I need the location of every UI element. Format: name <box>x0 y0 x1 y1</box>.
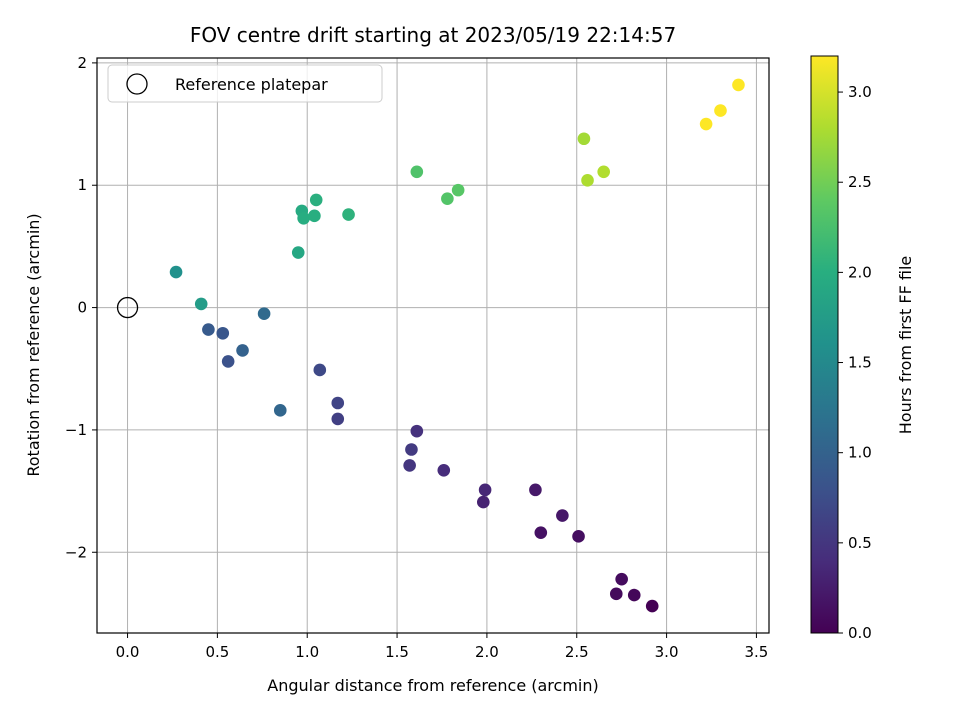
data-point <box>257 307 271 320</box>
data-point <box>309 193 323 207</box>
x-tick-label: 1.0 <box>295 643 319 661</box>
data-point <box>313 363 327 377</box>
data-point <box>615 572 628 586</box>
legend-reference-marker <box>126 73 148 95</box>
data-point <box>331 412 345 426</box>
colorbar-ticks: 0.0 0.5 1.0 1.5 2.0 2.5 3.0 <box>838 83 872 642</box>
data-point <box>577 132 591 146</box>
data-point <box>572 530 585 543</box>
data-point <box>699 117 713 131</box>
x-tick-label: 3.0 <box>655 643 679 661</box>
y-tick-label: 1 <box>77 176 87 194</box>
colorbar-tick-label: 0.5 <box>848 534 872 552</box>
colorbar-tick-label: 2.0 <box>848 263 872 281</box>
colorbar-tick-label: 0.0 <box>848 624 872 642</box>
data-point <box>273 404 287 417</box>
data-point <box>405 443 418 456</box>
y-tick-label: 2 <box>77 54 87 72</box>
grid <box>97 58 769 633</box>
data-point <box>297 211 310 225</box>
data-point <box>169 265 183 279</box>
y-axis-ticks: −2 −1 0 1 2 <box>65 54 97 561</box>
data-point <box>597 165 610 179</box>
data-point <box>221 355 235 368</box>
data-point <box>410 165 424 179</box>
y-tick-label: −2 <box>65 543 87 561</box>
scatter-points <box>169 78 745 613</box>
data-point <box>194 297 208 311</box>
data-point <box>451 183 465 197</box>
colorbar-tick-label: 1.0 <box>848 444 872 462</box>
y-tick-label: −1 <box>65 421 87 439</box>
data-point <box>342 208 355 221</box>
data-point <box>441 192 454 205</box>
legend: Reference platepar <box>107 64 383 103</box>
y-tick-label: 0 <box>77 299 87 317</box>
x-axis-ticks: 0.0 0.5 1.0 1.5 2.0 2.5 3.0 3.5 <box>116 633 768 661</box>
data-point <box>627 588 641 602</box>
data-point <box>478 483 492 497</box>
x-tick-label: 2.0 <box>475 643 499 661</box>
legend-label-reference: Reference platepar <box>175 75 328 94</box>
chart-title: FOV centre drift starting at 2023/05/19 … <box>190 23 676 47</box>
x-axis-label: Angular distance from reference (arcmin) <box>267 676 598 695</box>
data-point <box>216 326 230 340</box>
colorbar-tick-label: 3.0 <box>848 83 872 101</box>
x-tick-label: 2.5 <box>565 643 589 661</box>
data-point <box>714 104 727 117</box>
data-point <box>732 78 745 92</box>
plot-frame <box>96 57 770 634</box>
data-point <box>645 599 659 613</box>
data-point <box>477 495 490 509</box>
colorbar-tick-label: 1.5 <box>848 354 872 372</box>
reference-marker-layer <box>116 296 139 319</box>
data-point <box>236 344 249 357</box>
data-point <box>403 459 416 472</box>
data-point <box>202 323 215 336</box>
legend-box <box>107 64 383 103</box>
reference-platepar-marker <box>116 296 139 319</box>
colorbar-tick-label: 2.5 <box>848 173 872 191</box>
x-tick-label: 0.0 <box>116 643 140 661</box>
y-axis-label: Rotation from reference (arcmin) <box>24 213 43 476</box>
data-point <box>410 424 424 438</box>
colorbar <box>810 55 839 634</box>
data-point <box>609 587 623 601</box>
data-point <box>556 509 569 522</box>
data-point <box>534 526 548 539</box>
x-tick-label: 0.5 <box>205 643 229 661</box>
data-point <box>581 174 594 187</box>
data-point <box>437 463 451 477</box>
data-point <box>291 246 305 259</box>
data-point <box>308 209 321 223</box>
x-tick-label: 1.5 <box>385 643 409 661</box>
x-tick-label: 3.5 <box>744 643 768 661</box>
data-point <box>529 483 542 497</box>
colorbar-label: Hours from first FF file <box>896 256 915 435</box>
data-point <box>331 396 345 410</box>
